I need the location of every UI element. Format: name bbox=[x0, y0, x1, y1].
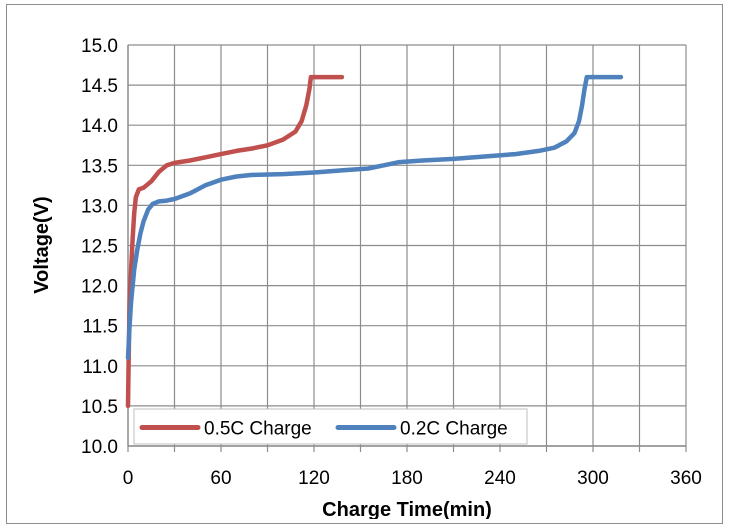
legend-label: 0.5C Charge bbox=[204, 419, 312, 440]
y-tick-label: 14.5 bbox=[81, 76, 118, 97]
y-tick-label: 10.0 bbox=[81, 437, 118, 458]
grid bbox=[127, 44, 687, 452]
x-tick-label: 240 bbox=[484, 468, 516, 489]
y-axis-title: Voltage(V) bbox=[31, 196, 53, 293]
x-tick-label: 360 bbox=[670, 468, 702, 489]
y-tick-label: 11.5 bbox=[82, 317, 118, 338]
series-layer bbox=[125, 74, 624, 409]
series-line-0-5c-charge bbox=[125, 74, 345, 409]
y-tick-label: 12.0 bbox=[81, 277, 118, 298]
y-tick-label: 13.0 bbox=[81, 196, 118, 217]
x-tick-label: 300 bbox=[577, 468, 609, 489]
y-tick-label: 15.0 bbox=[81, 36, 118, 57]
x-tick-label: 120 bbox=[298, 468, 330, 489]
y-tick-label: 14.0 bbox=[81, 116, 118, 137]
y-tick-label: 13.5 bbox=[81, 156, 118, 177]
y-tick-label: 11.0 bbox=[82, 357, 118, 378]
x-tick-label: 0 bbox=[123, 468, 134, 489]
y-tick-label: 12.5 bbox=[81, 237, 118, 258]
legend-label: 0.2C Charge bbox=[400, 419, 508, 440]
legend: 0.5C Charge 0.2C Charge bbox=[133, 408, 528, 445]
x-tick-label: 60 bbox=[210, 468, 231, 489]
tick-labels: 10.0 10.5 11.0 11.5 12.0 12.5 13.0 13.5 14.0 14.5… bbox=[81, 36, 702, 489]
x-tick-label: 180 bbox=[391, 468, 423, 489]
y-tick-label: 10.5 bbox=[81, 397, 118, 418]
x-axis-title: Charge Time(min) bbox=[322, 499, 492, 519]
series-line-0-2c-charge bbox=[125, 74, 624, 361]
